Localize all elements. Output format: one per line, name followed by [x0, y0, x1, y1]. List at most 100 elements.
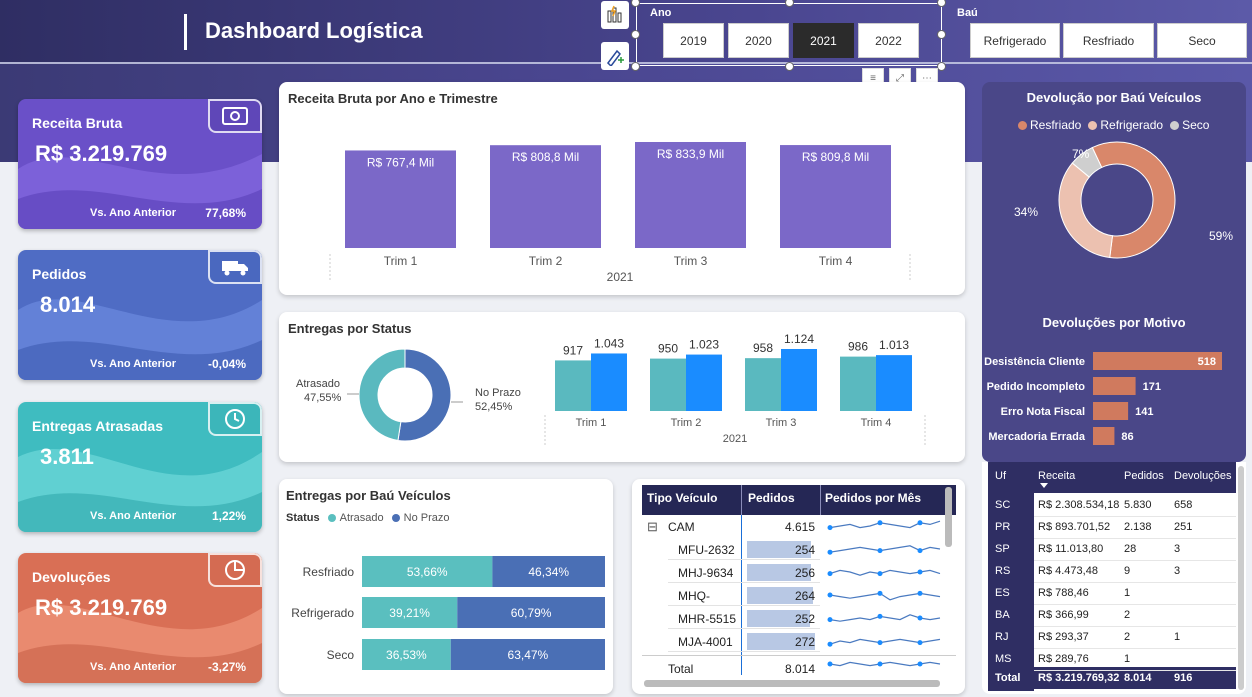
- row-divider: [1034, 560, 1236, 561]
- column-divider: [741, 515, 742, 675]
- sparkline-marker: [827, 549, 833, 555]
- sparkline: [829, 614, 941, 622]
- year-option-2019[interactable]: 2019: [663, 23, 724, 58]
- x-group-label: 2021: [607, 270, 634, 284]
- y-tick-label: Pedido Incompleto: [987, 381, 1086, 393]
- title-separator: [184, 14, 187, 50]
- legend-title: Status: [286, 512, 320, 524]
- sparkline-marker: [877, 590, 883, 596]
- horizontal-scrollbar[interactable]: [644, 680, 940, 687]
- expand-collapse-icon[interactable]: ⊟: [647, 519, 658, 534]
- y-tick-label: Seco: [327, 648, 355, 662]
- group-value: 4.615: [784, 520, 815, 534]
- legend-label-atrasado: Atrasado: [339, 512, 384, 524]
- truck-icon: [208, 250, 262, 284]
- total-label: Total: [668, 662, 694, 676]
- slice-label: 7%: [1072, 147, 1090, 161]
- data-bar: [747, 633, 815, 650]
- column-header-tipo[interactable]: Tipo Veículo: [647, 491, 718, 505]
- table-header: [988, 462, 1236, 493]
- status-column-chart: 917 1.043 Trim 1 950 1.023 Trim 2 958 1.124 Trim…: [544, 332, 926, 447]
- year-option-2020[interactable]: 2020: [728, 23, 789, 58]
- bau-option-resfriado[interactable]: Resfriado: [1063, 23, 1154, 58]
- column-header-pedidos-mes[interactable]: Pedidos por Mês: [825, 491, 922, 505]
- row-divider: [668, 651, 820, 652]
- status-column: [781, 349, 817, 411]
- segment-label: 46,34%: [528, 565, 569, 579]
- status-column: [555, 360, 591, 411]
- kpi-card-pedidos: Pedidos 8.014 Vs. Ano Anterior -0,04%: [18, 250, 262, 380]
- group-name: CAM: [668, 520, 695, 534]
- resize-handle[interactable]: [785, 62, 794, 71]
- kpi-value: 8.014: [40, 292, 96, 317]
- kpi-value: R$ 3.219.769: [35, 141, 168, 166]
- row-divider: [1034, 648, 1236, 649]
- total-cell: 916: [1174, 672, 1193, 684]
- column-header[interactable]: Uf: [995, 470, 1006, 482]
- year-option-2022[interactable]: 2022: [858, 23, 919, 58]
- resize-handle[interactable]: [937, 0, 946, 7]
- x-tick-label: Trim 3: [766, 417, 797, 429]
- segment-label: 60,79%: [511, 606, 552, 620]
- data-label: 950: [658, 342, 678, 356]
- resize-handle[interactable]: [631, 62, 640, 71]
- table-cell: R$ 11.013,80: [1038, 543, 1104, 555]
- vertical-scrollbar[interactable]: [945, 487, 952, 547]
- x-tick-label: Trim 1: [576, 417, 607, 429]
- table-cell: 251: [1174, 521, 1193, 533]
- column-divider: [741, 485, 742, 515]
- x-tick-label: Trim 2: [671, 417, 702, 429]
- x-tick-label: Trim 2: [529, 254, 563, 268]
- legend-label-refrigerado: Refrigerado: [1100, 118, 1164, 132]
- y-tick-label: Erro Nota Fiscal: [1001, 406, 1085, 418]
- bau-option-seco[interactable]: Seco: [1157, 23, 1247, 58]
- column-header[interactable]: Devoluções: [1174, 470, 1232, 482]
- status-donut-slice: [358, 348, 406, 442]
- bau-option-refrigerado[interactable]: Refrigerado: [970, 23, 1060, 58]
- kpi-change-pct: 1,22%: [211, 509, 246, 523]
- table-cell: R$ 788,46: [1038, 587, 1089, 599]
- status-column: [745, 358, 781, 411]
- resize-handle[interactable]: [631, 0, 640, 7]
- year-slicer-label: Ano: [650, 7, 672, 19]
- legend: Status Atrasado No Prazo: [286, 512, 450, 524]
- row-divider: [1034, 670, 1236, 671]
- slice-label: 34%: [1014, 205, 1038, 219]
- row-value: 254: [794, 543, 815, 557]
- data-label: R$ 808,8 Mil: [512, 150, 579, 164]
- vertical-scrollbar[interactable]: [1238, 466, 1244, 690]
- sparkline-marker: [877, 520, 883, 526]
- clock-icon: [208, 402, 262, 436]
- table-cell: 1: [1124, 587, 1131, 599]
- sparkline-marker: [827, 617, 833, 623]
- total-divider: [642, 655, 956, 656]
- bau-slicer-label: Baú: [957, 7, 978, 19]
- y-tick-label: Desistência Cliente: [984, 356, 1085, 368]
- row-header-column: [988, 493, 1034, 691]
- column-header-pedidos[interactable]: Pedidos: [748, 491, 795, 505]
- kpi-vs-label: Vs. Ano Anterior: [90, 358, 176, 370]
- column-header[interactable]: Receita: [1038, 470, 1076, 482]
- sparkline-marker: [827, 661, 833, 667]
- resize-handle[interactable]: [937, 30, 946, 39]
- sparkline-marker: [827, 525, 833, 531]
- data-label: 86: [1121, 431, 1133, 443]
- resize-handle[interactable]: [631, 30, 640, 39]
- year-option-2021[interactable]: 2021: [793, 23, 854, 58]
- sparkline: [829, 569, 941, 576]
- resize-handle[interactable]: [785, 0, 794, 7]
- sort-desc-icon[interactable]: [1040, 483, 1048, 488]
- bookmark-chart-icon[interactable]: [601, 1, 629, 29]
- legend-swatch-seco: [1170, 120, 1180, 130]
- page-title: Dashboard Logística: [205, 18, 423, 43]
- column-divider: [820, 485, 821, 515]
- devolucao-donut-slice: [1091, 141, 1176, 259]
- bau-stacked-bar-chart: 53,66% 46,34% Resfriado 39,21% 60,79% Refrige…: [291, 556, 605, 670]
- column-header[interactable]: Pedidos: [1124, 470, 1164, 482]
- total-cell: Total: [995, 672, 1021, 684]
- data-label: 1.023: [689, 338, 719, 352]
- kpi-label: Entregas Atrasadas: [32, 418, 163, 434]
- clear-filter-icon[interactable]: [601, 42, 629, 70]
- resize-handle[interactable]: [937, 62, 946, 71]
- devolucao-donut-slice: [1058, 162, 1114, 259]
